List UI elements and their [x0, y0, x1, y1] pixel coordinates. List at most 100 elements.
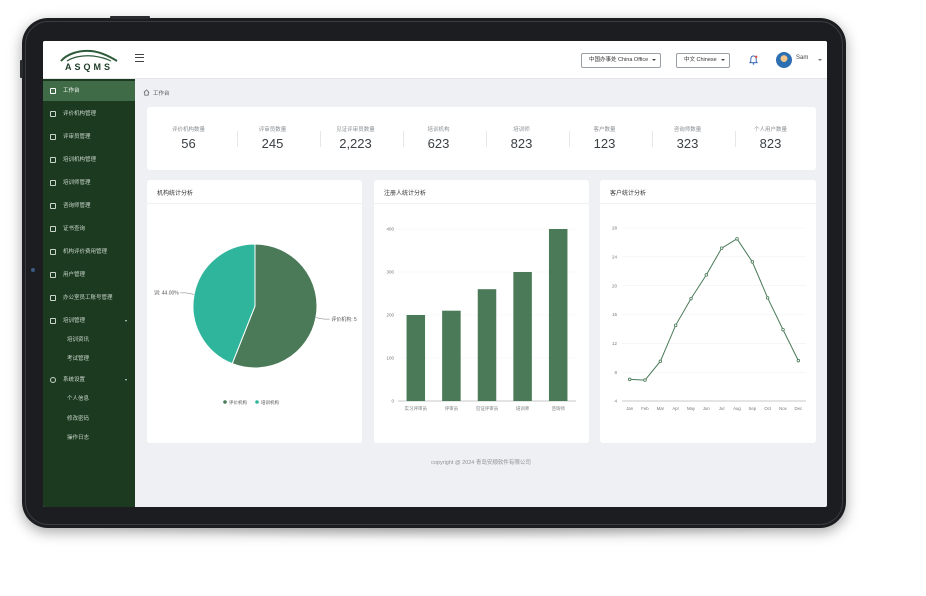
stat-label: 培训机构 [427, 127, 450, 133]
stat-label: 评审员数量 [258, 127, 287, 133]
id-card-icon [50, 180, 56, 186]
y-tick-label: 0 [391, 399, 394, 404]
divider [320, 131, 321, 147]
sidebar-subitem-change-password[interactable]: 修改密码 [43, 409, 135, 429]
sidebar-subitem-operation-log[interactable]: 操作日志 [43, 428, 135, 448]
bell-icon[interactable] [749, 55, 758, 65]
sidebar-item-label: 个人信息 [67, 396, 90, 402]
sidebar-item-fees[interactable]: 机构评价费用管理 [43, 242, 135, 262]
sidebar-subitem-profile[interactable]: 个人信息 [43, 389, 135, 409]
sidebar-item-label: 机构评价费用管理 [63, 249, 108, 255]
data-point[interactable] [765, 296, 770, 300]
sidebar-item-training[interactable]: 培训管理 [43, 311, 135, 331]
data-point[interactable] [750, 260, 755, 264]
sidebar-item-certificates[interactable]: 证书查询 [43, 219, 135, 239]
language-select-value: 中文 Chinese [684, 57, 717, 63]
avatar[interactable] [776, 52, 792, 68]
x-tick-label: Jul [719, 406, 725, 411]
org-icon [50, 111, 56, 117]
bar[interactable] [442, 310, 461, 401]
pie-label-line [180, 292, 195, 295]
sidebar-item-assessors[interactable]: 评审员管理 [43, 127, 135, 147]
stat-label: 咨询师数量 [673, 127, 702, 133]
sidebar-item-dashboard[interactable]: 工作台 [43, 81, 135, 101]
sidebar-item-training-orgs[interactable]: 培训机构管理 [43, 150, 135, 170]
chart-title: 注册人统计分析 [384, 191, 427, 197]
y-tick-label: 28 [612, 226, 618, 231]
footer-copyright: copyright @ 2024 青岛安顺软件有限公司 [431, 460, 531, 466]
bar[interactable] [513, 272, 532, 401]
home-icon[interactable] [143, 89, 150, 96]
user-icon [50, 272, 56, 278]
logo-text: ASQMS [64, 62, 113, 72]
legend-marker [223, 400, 227, 404]
account-icon [50, 295, 56, 301]
menu-toggle-icon[interactable] [135, 54, 144, 62]
divider [147, 203, 362, 204]
stats-panel: 评价机构数量 56 评审员数量 245 见证评审员数量 2,223 培训机构 6… [147, 107, 816, 170]
id-card-icon [50, 203, 56, 209]
sidebar-item-settings[interactable]: 系统设置 [43, 370, 135, 390]
sidebar-item-staff-accounts[interactable]: 办公室员工账号管理 [43, 288, 135, 308]
username[interactable]: Sam [796, 55, 809, 61]
sidebar-item-trainers[interactable]: 培训师管理 [43, 173, 135, 193]
data-point[interactable] [735, 237, 739, 241]
data-point[interactable] [796, 358, 801, 363]
registrants-bar-chart: 0 100 200 300 400 实习评审员 评审员 见证评审员 培训师 咨询师 [386, 227, 576, 412]
stat-value: 245 [261, 136, 284, 151]
power-button [110, 16, 150, 19]
x-tick-label: Mar [657, 406, 665, 411]
chevron-down-icon [125, 320, 127, 322]
data-point[interactable] [673, 323, 678, 328]
sidebar-item-eval-orgs[interactable]: 评价机构管理 [43, 104, 135, 124]
app-screen: ASQMS 中国办事处 China Office 中文 Chinese Sam … [43, 41, 827, 507]
y-tick-label: 16 [612, 312, 618, 317]
data-point[interactable] [643, 378, 647, 382]
stat-assessors: 评审员数量 245 [231, 107, 314, 170]
sidebar: 工作台 评价机构管理 评审员管理 培训机构管理 培训师管理 咨询师管理 证书查询 [43, 79, 135, 507]
camera-icon [31, 268, 35, 272]
car-logo-icon [60, 49, 118, 62]
divider [403, 131, 404, 147]
legend-label[interactable]: 评价机构 [229, 399, 247, 406]
legend-marker [255, 400, 259, 404]
stat-label: 个人用户数量 [753, 127, 787, 133]
sidebar-item-users[interactable]: 用户管理 [43, 265, 135, 285]
sidebar-item-label: 培训管理 [63, 318, 86, 324]
fee-icon [50, 249, 56, 255]
office-select[interactable]: 中国办事处 China Office [581, 53, 662, 68]
chevron-down-icon [720, 59, 725, 61]
divider [486, 131, 487, 147]
chevron-down-icon[interactable] [818, 59, 822, 61]
data-point[interactable] [719, 246, 724, 250]
sidebar-item-consultants[interactable]: 咨询师管理 [43, 196, 135, 216]
data-point[interactable] [689, 296, 693, 301]
data-point[interactable] [658, 359, 663, 364]
x-tick-label: Jan [626, 406, 634, 411]
stat-witness-assessors: 见证评审员数量 2,223 [314, 107, 397, 170]
language-select[interactable]: 中文 Chinese [676, 53, 730, 68]
sidebar-item-label: 操作日志 [67, 435, 90, 441]
customers-line-chart: 4 8 12 16 20 24 28 Jan Feb Mar Apr May Jun Jul Aug Sep O… [612, 226, 806, 411]
stat-value: 2,223 [339, 136, 372, 151]
bar[interactable] [406, 315, 426, 401]
stat-value: 823 [510, 136, 533, 151]
sidebar-item-label: 系统设置 [63, 377, 86, 383]
breadcrumb[interactable]: 工作台 [153, 91, 170, 97]
bar[interactable] [477, 289, 497, 401]
sidebar-subitem-exams[interactable]: 考试管理 [43, 349, 135, 369]
y-tick-label: 200 [386, 313, 394, 318]
data-point[interactable] [627, 377, 632, 382]
divider [237, 131, 238, 147]
data-point[interactable] [781, 327, 785, 332]
y-tick-label: 400 [386, 227, 394, 232]
data-point[interactable] [704, 273, 709, 277]
legend-label[interactable]: 培训机构 [261, 399, 279, 406]
org-pie-chart: 评价机构: 5 训: 44.00% 评价机构 培训机构 [154, 243, 357, 406]
sidebar-subitem-training-news[interactable]: 培训资讯 [43, 330, 135, 350]
stat-customers: 客户数量 123 [563, 107, 646, 170]
stat-label: 评价机构数量 [171, 127, 205, 133]
bar[interactable] [548, 229, 568, 401]
pie-slice-1[interactable] [192, 243, 256, 365]
certificate-icon [50, 226, 56, 232]
